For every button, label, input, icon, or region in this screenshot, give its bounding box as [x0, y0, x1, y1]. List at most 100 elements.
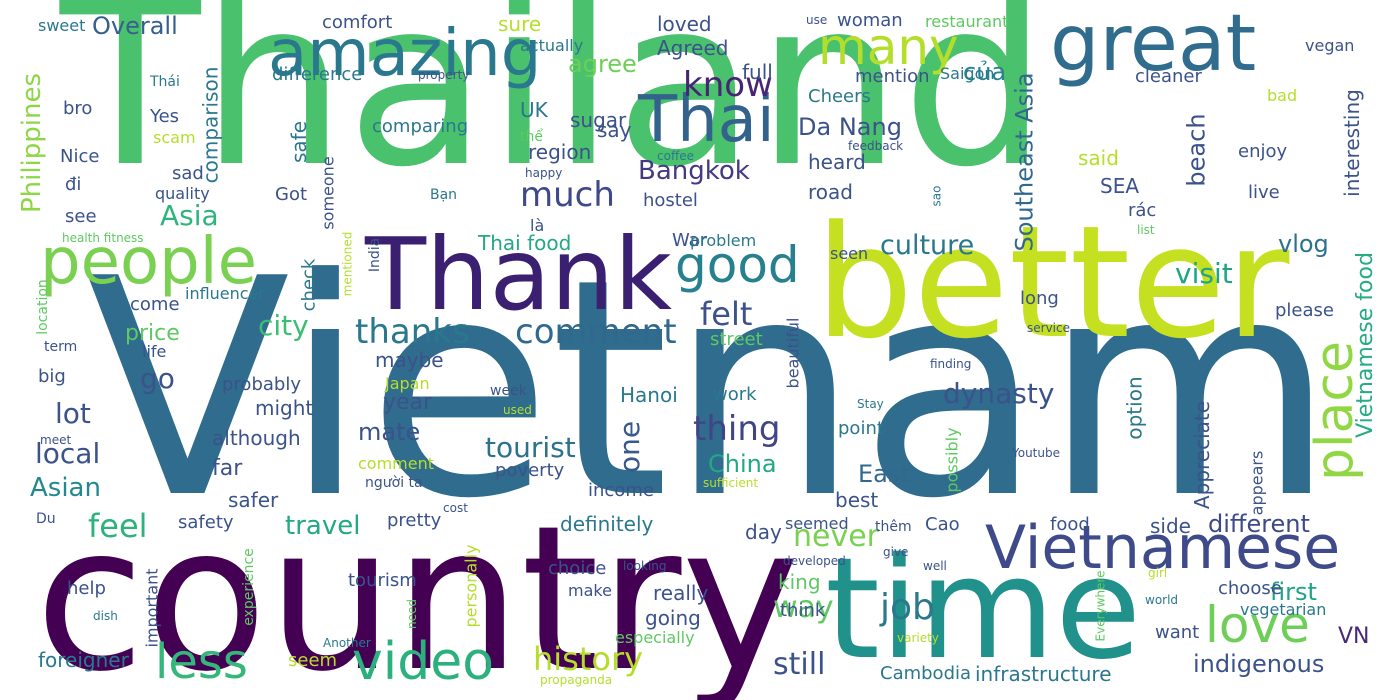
word-vietnamese: Vietnamese: [985, 513, 1341, 583]
word-history: history: [533, 640, 644, 678]
word-vegan: vegan: [1305, 36, 1355, 55]
word-culture: culture: [880, 230, 975, 261]
word-might: might: [255, 396, 314, 420]
word-life: life: [142, 342, 167, 361]
word-du: Du: [36, 511, 56, 527]
word-less: less: [155, 634, 248, 690]
word-finding: finding: [930, 357, 972, 371]
word-option: option: [1122, 376, 1147, 440]
word-thailand: Thailand: [60, 0, 1048, 218]
word-street: street: [710, 329, 763, 350]
word-la: là: [530, 216, 545, 235]
word-stay: Stay: [857, 397, 884, 411]
word-uk: UK: [520, 98, 548, 122]
word-sao: sao: [929, 185, 944, 207]
word-love: love: [1205, 596, 1310, 654]
word-girl: girl: [1148, 566, 1168, 580]
word-comment: comment: [515, 312, 677, 352]
word-cheers: Cheers: [808, 86, 871, 107]
word-coffee: coffee: [657, 149, 694, 163]
word-foreigner: foreigner: [38, 648, 129, 672]
word-dynasty: dynasty: [943, 377, 1055, 410]
word-say: say: [597, 118, 632, 142]
word-probably: probably: [222, 374, 301, 395]
word-first: first: [1270, 578, 1317, 606]
word-choice: choice: [548, 558, 607, 579]
word-said: said: [1078, 146, 1119, 170]
word-variety: variety: [897, 631, 939, 645]
word-sad: sad: [172, 163, 204, 184]
word-nice: Nice: [60, 146, 100, 167]
word-woman: woman: [837, 10, 903, 31]
word-overall: Overall: [92, 12, 178, 40]
word-thai-food: Thai food: [478, 231, 572, 255]
word-difference: difference: [272, 64, 363, 85]
word-cambodia: Cambodia: [880, 663, 972, 684]
word-world: world: [1145, 593, 1179, 607]
word-comment2: comment: [358, 454, 435, 473]
word-scam: scam: [153, 128, 196, 147]
word-video: video: [352, 632, 495, 692]
word-make: make: [568, 581, 612, 600]
word-vlog: vlog: [1278, 230, 1329, 258]
word-different: different: [1208, 510, 1310, 538]
word-far: far: [212, 456, 243, 481]
word-mention: mention: [855, 66, 930, 87]
word-beautiful: beautiful: [783, 317, 803, 389]
word-them: thêm: [875, 519, 912, 535]
word-tourist: tourist: [485, 431, 576, 464]
word-seen: seen: [830, 244, 869, 263]
word-really: really: [653, 581, 709, 605]
word-sure: sure: [498, 12, 542, 36]
word-people: people: [40, 225, 257, 299]
word-mate: mate: [358, 418, 421, 446]
word-actually: actually: [520, 36, 584, 55]
word-great: great: [1050, 0, 1257, 89]
word-amazing: amazing: [268, 17, 542, 91]
word-safer: safer: [228, 488, 279, 512]
word-safe: safe: [287, 120, 312, 164]
word-youtube: Youtube: [1012, 446, 1060, 460]
word-problem: problem: [690, 231, 757, 250]
word-agree: agree: [568, 50, 637, 78]
word-year: year: [383, 390, 433, 415]
word-ban: Bạn: [430, 187, 458, 203]
word-meet: meet: [40, 433, 72, 447]
word-poverty: poverty: [495, 460, 565, 481]
word-rac: rác: [1128, 200, 1157, 221]
word-philippines: Philippines: [17, 72, 48, 214]
word-india: India: [367, 237, 384, 273]
word-experience: experience: [240, 548, 257, 626]
word-lot: lot: [55, 397, 91, 430]
word-sugar: sugar: [570, 108, 627, 132]
word-important: important: [142, 568, 162, 648]
word-big: big: [38, 366, 66, 387]
word-yes: Yes: [150, 106, 180, 127]
word-possibly: possibly: [942, 427, 962, 493]
word-thai2: Thái: [150, 74, 180, 90]
word-food: food: [1050, 514, 1090, 535]
word-looking: looking: [623, 559, 667, 573]
word-king: king: [778, 570, 821, 594]
word-developed: developed: [783, 554, 846, 568]
word-still: still: [773, 647, 826, 682]
word-thai: Thai: [638, 83, 775, 157]
word-service: service: [1027, 321, 1070, 335]
word-sweet: sweet: [38, 16, 86, 35]
word-another: Another: [323, 636, 371, 650]
word-safety: safety: [178, 512, 234, 533]
word-thanks: thanks: [355, 312, 470, 352]
word-east: East: [858, 460, 910, 488]
word-property: property: [418, 68, 470, 82]
word-hostel: hostel: [643, 190, 698, 211]
word-the: thể: [520, 129, 543, 145]
word-day: day: [745, 520, 782, 544]
word-da-nang: Da Nang: [798, 113, 902, 141]
word-bad: bad: [1267, 86, 1298, 105]
word-think: think: [780, 600, 826, 621]
word-thank: Thank: [365, 216, 673, 333]
word-influencer: influencer: [185, 284, 266, 303]
word-asia: Asia: [160, 199, 219, 232]
word-saigon: Saigon: [940, 64, 995, 83]
